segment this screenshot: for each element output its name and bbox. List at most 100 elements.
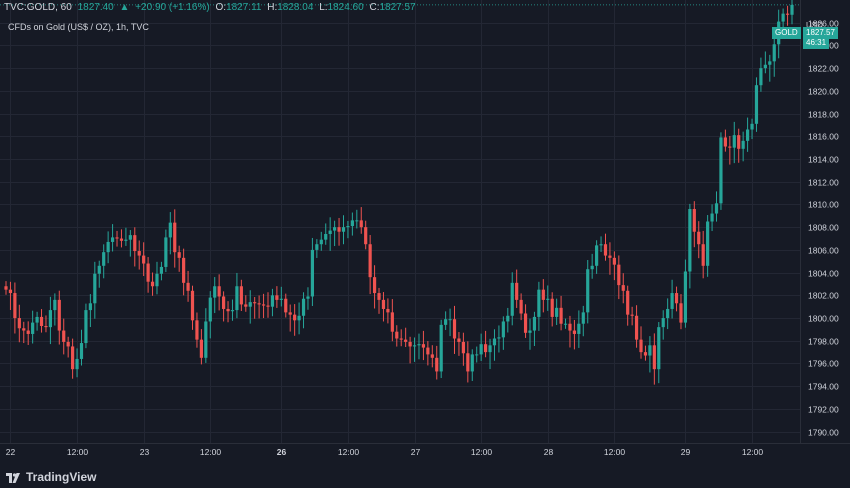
- candle-body: [510, 282, 514, 316]
- candle-body: [248, 302, 252, 307]
- candle-body: [230, 310, 235, 312]
- candle-body: [146, 263, 150, 282]
- time-tick-label: 12:00: [338, 447, 360, 457]
- candle-body: [563, 323, 568, 325]
- candle-body: [75, 358, 79, 370]
- candle-body: [39, 316, 44, 327]
- candle-body: [341, 227, 346, 232]
- candle-body: [93, 273, 97, 304]
- candle-body: [537, 289, 541, 317]
- candle-body: [182, 257, 186, 283]
- candle-body: [430, 354, 434, 358]
- candle-body: [515, 282, 519, 300]
- candle-body: [417, 344, 421, 346]
- price-tick-label: 1826.00: [808, 19, 839, 29]
- candle-body: [630, 314, 634, 316]
- candle-body: [306, 296, 310, 299]
- low-value: 1824.60: [327, 2, 364, 13]
- candle-body: [155, 273, 159, 287]
- candle-body: [701, 244, 705, 266]
- candle-body: [71, 346, 75, 370]
- tradingview-logo[interactable]: TradingView: [6, 470, 96, 484]
- price-tick-label: 1818.00: [808, 110, 839, 120]
- candle-body: [559, 307, 563, 324]
- price-tag: 1827.57: [803, 27, 838, 39]
- candle-body: [110, 237, 115, 242]
- up-arrow-icon: ▲: [119, 2, 130, 13]
- candle-body: [48, 310, 53, 328]
- candle-body: [475, 354, 479, 356]
- candle-body: [550, 298, 554, 317]
- candle-body: [8, 289, 13, 294]
- last-price: 1827.40: [77, 2, 114, 13]
- candle-body: [555, 307, 559, 317]
- candle-body: [688, 209, 692, 272]
- candle-body: [372, 277, 377, 294]
- time-tick-label: 23: [140, 447, 150, 457]
- candle-body: [44, 326, 48, 328]
- candle-body: [412, 345, 417, 347]
- candle-body: [315, 244, 319, 250]
- candles: [4, 0, 794, 385]
- candle-body: [590, 265, 594, 270]
- candle-body: [337, 227, 341, 232]
- candle-body: [710, 213, 714, 222]
- price-tick-label: 1792.00: [808, 405, 839, 415]
- candle-body: [523, 313, 528, 333]
- candle-body: [452, 319, 457, 339]
- candle-body: [355, 220, 359, 222]
- candle-body: [692, 209, 696, 232]
- candle-body: [359, 220, 363, 228]
- candle-body: [639, 339, 643, 353]
- candle-body: [26, 330, 30, 334]
- symbol-tag: GOLD: [772, 27, 801, 39]
- candle-body: [754, 85, 759, 124]
- time-tick-label: 12:00: [742, 447, 764, 457]
- candle-body: [386, 308, 390, 313]
- candle-body: [364, 227, 368, 245]
- candle-body: [719, 137, 723, 204]
- candle-body: [333, 227, 337, 231]
- time-tick-label: 28: [544, 447, 554, 457]
- candle-body: [395, 331, 399, 339]
- candle-body: [728, 146, 732, 148]
- candle-body: [275, 295, 279, 300]
- candle-body: [483, 344, 488, 353]
- candle-body: [208, 297, 212, 322]
- candle-body: [390, 312, 394, 332]
- candle-body: [257, 303, 261, 305]
- candle-body: [13, 293, 17, 319]
- bar-countdown: 46:31: [803, 37, 830, 49]
- candle-body: [421, 344, 426, 348]
- candle-body: [177, 252, 181, 258]
- candle-body: [22, 328, 26, 331]
- candle-body: [133, 235, 137, 252]
- price-axis[interactable]: 1790.00 1792.00 1794.00 1796.00 1798.00 1800.…: [808, 19, 839, 438]
- candle-body: [581, 312, 585, 324]
- chart-header: TVC:GOLD, 60 1827.40 ▲ +20.90 (+1.16%) O…: [4, 2, 419, 13]
- time-tick-label: 26: [277, 447, 287, 457]
- candle-body: [53, 299, 57, 311]
- candle-body: [310, 249, 315, 297]
- candle-body: [457, 338, 461, 342]
- candle-body: [239, 286, 243, 305]
- candle-body: [568, 323, 572, 331]
- price-change: +20.90 (+1.16%): [135, 2, 210, 13]
- candle-body: [697, 231, 701, 245]
- candle-body: [102, 252, 106, 266]
- candle-body: [319, 239, 323, 245]
- candle-body: [586, 269, 590, 313]
- candle-body: [643, 352, 648, 356]
- price-tick-label: 1802.00: [808, 291, 839, 301]
- candle-body: [670, 293, 674, 309]
- candle-body: [444, 319, 448, 325]
- price-tick-label: 1804.00: [808, 269, 839, 279]
- price-tick-label: 1822.00: [808, 64, 839, 74]
- time-axis[interactable]: 22 12:00 23 12:00 26 12:00 27 12:00 28 12:00 29 12:…: [6, 447, 764, 457]
- symbol-label[interactable]: TVC:GOLD, 60: [4, 2, 72, 13]
- candle-body: [4, 286, 8, 290]
- high-value: 1828.04: [277, 2, 314, 13]
- currency-unit[interactable]: USD: [806, 21, 823, 30]
- candle-body: [626, 290, 630, 315]
